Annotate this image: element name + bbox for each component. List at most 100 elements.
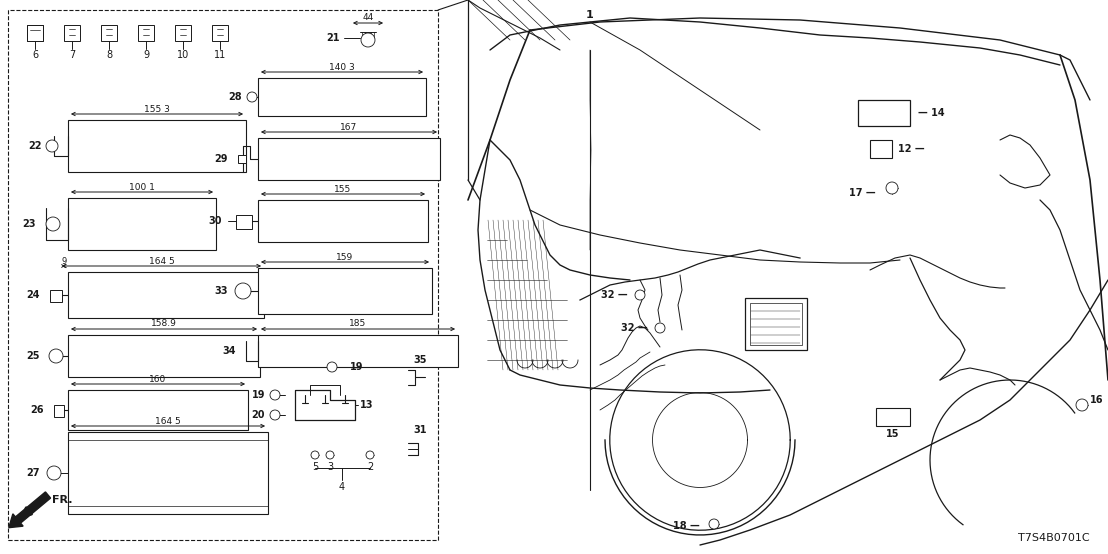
Circle shape xyxy=(311,451,319,459)
Text: 7: 7 xyxy=(69,50,75,60)
Bar xyxy=(27,25,43,41)
Circle shape xyxy=(270,390,280,400)
Bar xyxy=(238,155,246,163)
Text: 12 —: 12 — xyxy=(897,144,924,154)
Bar xyxy=(50,290,62,302)
Text: 10: 10 xyxy=(177,50,189,60)
Text: 23: 23 xyxy=(22,219,35,229)
Bar xyxy=(876,408,910,426)
Bar xyxy=(258,200,428,242)
Text: 32 —: 32 — xyxy=(602,290,628,300)
Text: 159: 159 xyxy=(337,253,353,261)
Text: 20: 20 xyxy=(252,410,265,420)
Text: 19: 19 xyxy=(350,362,363,372)
Text: 100 1: 100 1 xyxy=(129,182,155,192)
Circle shape xyxy=(47,217,60,231)
Text: 185: 185 xyxy=(349,320,367,329)
Text: 4: 4 xyxy=(339,482,345,492)
Bar xyxy=(68,335,260,377)
Text: 3: 3 xyxy=(327,462,334,472)
Text: 29: 29 xyxy=(215,154,228,164)
Text: 28: 28 xyxy=(228,92,242,102)
Text: 8: 8 xyxy=(106,50,112,60)
Text: 1: 1 xyxy=(586,10,594,20)
Bar xyxy=(101,25,117,41)
Bar xyxy=(858,100,910,126)
Text: 160: 160 xyxy=(150,375,166,383)
Circle shape xyxy=(235,283,252,299)
Text: 31: 31 xyxy=(413,425,427,435)
Text: 35: 35 xyxy=(413,355,427,365)
Bar xyxy=(258,268,432,314)
Circle shape xyxy=(1076,399,1088,411)
Bar xyxy=(258,78,425,116)
Bar xyxy=(27,25,43,41)
Circle shape xyxy=(361,33,375,47)
Circle shape xyxy=(886,182,897,194)
Bar xyxy=(68,198,216,250)
Text: 9: 9 xyxy=(61,257,66,265)
Circle shape xyxy=(47,140,58,152)
Text: 19: 19 xyxy=(252,390,265,400)
Bar xyxy=(236,215,252,229)
Circle shape xyxy=(247,92,257,102)
Circle shape xyxy=(327,362,337,372)
Text: 18 —: 18 — xyxy=(674,521,700,531)
Bar xyxy=(750,303,802,345)
Circle shape xyxy=(270,410,280,420)
Text: 11: 11 xyxy=(214,50,226,60)
Bar xyxy=(870,140,892,158)
Text: FR.: FR. xyxy=(52,495,72,505)
Bar xyxy=(138,25,154,41)
Text: 2: 2 xyxy=(367,462,373,472)
Text: 21: 21 xyxy=(327,33,340,43)
Text: 30: 30 xyxy=(208,216,222,226)
Circle shape xyxy=(635,290,645,300)
Text: 26: 26 xyxy=(31,405,44,415)
Text: 9: 9 xyxy=(143,50,150,60)
Bar xyxy=(68,120,246,172)
Circle shape xyxy=(49,349,63,363)
Text: 33: 33 xyxy=(215,286,228,296)
Bar xyxy=(54,405,64,417)
Text: T7S4B0701C: T7S4B0701C xyxy=(1018,533,1090,543)
Text: 164 5: 164 5 xyxy=(155,417,181,425)
Text: 32 —: 32 — xyxy=(622,323,648,333)
Bar xyxy=(258,138,440,180)
Text: 34: 34 xyxy=(223,346,236,356)
Bar xyxy=(64,25,80,41)
Text: 158.9: 158.9 xyxy=(151,320,177,329)
Text: 17 —: 17 — xyxy=(850,188,876,198)
Bar xyxy=(8,10,438,540)
Text: 15: 15 xyxy=(886,429,900,439)
Text: 13: 13 xyxy=(360,400,373,410)
Bar xyxy=(212,25,228,41)
Text: 6: 6 xyxy=(32,50,38,60)
Text: 155 3: 155 3 xyxy=(144,105,170,114)
Text: 27: 27 xyxy=(27,468,40,478)
Bar xyxy=(258,335,458,367)
Circle shape xyxy=(709,519,719,529)
Bar xyxy=(175,25,191,41)
Text: 140 3: 140 3 xyxy=(329,63,355,71)
Text: — 14: — 14 xyxy=(919,108,945,118)
Circle shape xyxy=(655,323,665,333)
Text: 22: 22 xyxy=(29,141,42,151)
Text: 155: 155 xyxy=(335,184,351,193)
Bar xyxy=(68,272,264,318)
Bar xyxy=(745,298,807,350)
Text: 25: 25 xyxy=(27,351,40,361)
Text: 16: 16 xyxy=(1090,395,1104,405)
Text: 44: 44 xyxy=(362,13,373,23)
Circle shape xyxy=(47,466,61,480)
Bar xyxy=(68,390,248,430)
Text: 167: 167 xyxy=(340,122,358,131)
Circle shape xyxy=(366,451,375,459)
Circle shape xyxy=(326,451,334,459)
Text: 5: 5 xyxy=(311,462,318,472)
FancyArrow shape xyxy=(9,492,51,527)
Bar xyxy=(68,432,268,514)
Text: 164 5: 164 5 xyxy=(148,257,174,265)
Bar xyxy=(68,432,268,514)
Text: 24: 24 xyxy=(27,290,40,300)
